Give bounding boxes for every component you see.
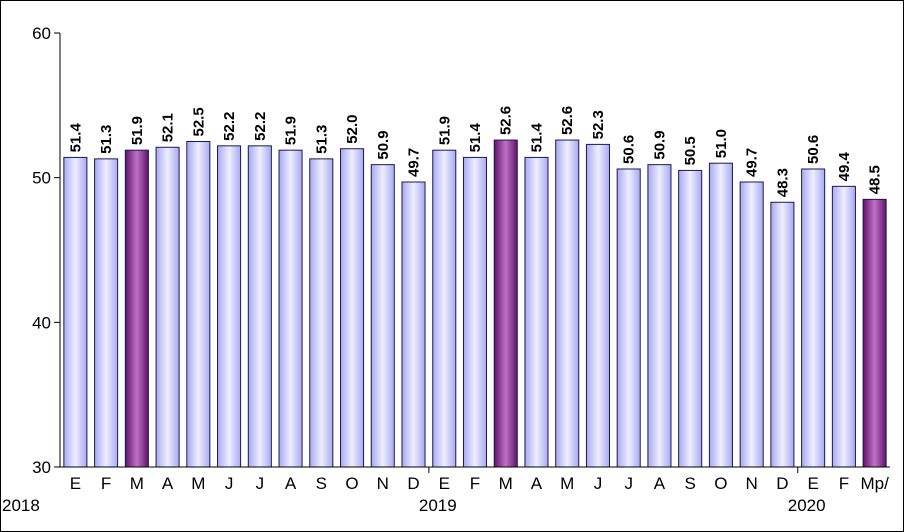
value-label: 51.4 xyxy=(467,123,484,153)
x-tick-label: M xyxy=(191,474,205,493)
x-tick-label: M xyxy=(130,474,144,493)
x-tick-label: M xyxy=(499,474,513,493)
bar xyxy=(462,156,488,468)
bar xyxy=(94,158,119,468)
y-tick-label: 50 xyxy=(32,169,51,188)
bar xyxy=(309,158,334,468)
value-label: 50.9 xyxy=(375,130,392,159)
x-tick-label: D xyxy=(776,474,788,493)
bar xyxy=(155,146,180,468)
value-label: 52.2 xyxy=(221,112,238,141)
bar-highlight xyxy=(124,149,149,468)
value-label: 49.4 xyxy=(836,151,853,181)
x-tick-label: J xyxy=(594,474,603,493)
value-label: 52.3 xyxy=(590,110,607,139)
value-label: 51.4 xyxy=(528,123,545,153)
x-tick-label: E xyxy=(70,474,81,493)
value-label: 52.5 xyxy=(190,107,207,136)
x-tick-label: A xyxy=(285,474,297,493)
value-label: 51.0 xyxy=(713,129,730,158)
x-axis: E F M A M J J A S O N D E F M A M J J A S O N D E F Mp/2018 2019 202… xyxy=(2,466,890,515)
value-label: 48.5 xyxy=(867,165,884,194)
x-tick-label: S xyxy=(685,474,696,493)
bar-highlight xyxy=(862,198,887,468)
year-label: 2018 xyxy=(2,496,40,515)
x-tick-label: O xyxy=(345,474,358,493)
year-label: 2019 xyxy=(419,496,457,515)
bar xyxy=(370,164,395,468)
year-label: 2020 xyxy=(788,496,826,515)
bar xyxy=(186,141,211,468)
bar xyxy=(678,169,703,468)
x-tick-label: Mp/ xyxy=(860,474,889,493)
value-label: 51.9 xyxy=(436,116,453,145)
value-label: 52.6 xyxy=(498,106,515,135)
bar xyxy=(555,139,580,468)
value-label: 50.9 xyxy=(651,130,668,159)
value-label: 51.3 xyxy=(98,125,115,154)
bar xyxy=(432,149,457,468)
bar xyxy=(708,162,733,468)
value-label: 50.5 xyxy=(682,136,699,165)
x-tick-label: D xyxy=(407,474,419,493)
value-label: 49.7 xyxy=(744,148,761,177)
value-label: 50.6 xyxy=(805,135,822,164)
bar xyxy=(739,181,764,468)
bar xyxy=(616,168,641,468)
y-tick-label: 30 xyxy=(32,458,51,477)
x-tick-label: O xyxy=(714,474,727,493)
x-tick-label: N xyxy=(746,474,758,493)
x-tick-label: E xyxy=(807,474,818,493)
x-tick-label: J xyxy=(624,474,633,493)
x-tick-label: F xyxy=(101,474,111,493)
y-tick-label: 60 xyxy=(32,24,51,43)
x-tick-label: J xyxy=(225,474,234,493)
x-tick-label: J xyxy=(256,474,265,493)
y-axis: 30 40 50 60 xyxy=(32,24,61,477)
x-tick-label: M xyxy=(560,474,574,493)
value-label: 51.9 xyxy=(283,116,300,145)
value-label: 52.6 xyxy=(559,106,576,135)
x-tick-label: A xyxy=(162,474,174,493)
bar xyxy=(647,164,672,468)
x-tick-label: F xyxy=(470,474,480,493)
value-label: 48.3 xyxy=(774,168,791,197)
x-tick-label: S xyxy=(316,474,327,493)
value-label: 50.6 xyxy=(621,135,638,164)
bars xyxy=(63,139,887,468)
x-tick-label: A xyxy=(531,474,543,493)
bar xyxy=(524,156,549,468)
bar xyxy=(401,181,426,468)
bar xyxy=(831,185,856,468)
bar xyxy=(585,143,610,468)
value-label: 51.9 xyxy=(129,116,146,145)
value-label: 49.7 xyxy=(406,148,423,177)
value-label: 52.0 xyxy=(344,115,361,144)
bar-highlight xyxy=(493,139,518,468)
bar xyxy=(63,156,88,468)
value-label: 51.4 xyxy=(67,123,84,153)
x-tick-label: N xyxy=(377,474,389,493)
bar xyxy=(770,201,795,468)
value-label: 52.2 xyxy=(252,112,269,141)
value-labels: 51.4 51.3 51.9 52.1 52.5 52.2 52.2 51.9 51.3 52.0… xyxy=(67,106,883,197)
x-tick-label: F xyxy=(839,474,849,493)
y-tick-label: 40 xyxy=(32,313,51,332)
x-tick-label: A xyxy=(654,474,666,493)
x-tick-label: E xyxy=(439,474,450,493)
bar xyxy=(217,145,242,468)
value-label: 51.3 xyxy=(313,125,330,154)
value-label: 52.1 xyxy=(160,113,177,142)
bar xyxy=(801,168,826,468)
bar xyxy=(247,145,272,468)
bar xyxy=(340,148,365,468)
bar xyxy=(278,149,303,468)
